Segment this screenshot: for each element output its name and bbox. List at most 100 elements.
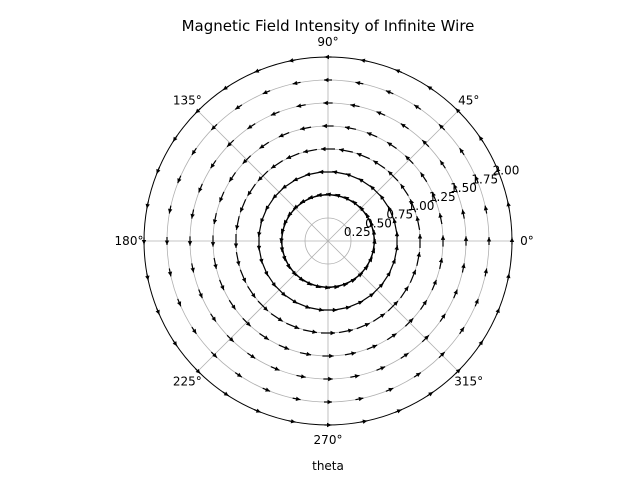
field-arrow	[486, 237, 492, 245]
radial-tick-label: 2.00	[493, 164, 520, 178]
field-arrow	[360, 58, 368, 63]
field-arrow	[278, 132, 290, 138]
field-arrow	[288, 58, 296, 63]
field-arrow	[257, 218, 263, 237]
field-arrow	[242, 155, 252, 165]
field-arrow	[259, 141, 270, 149]
field-arrow	[400, 352, 409, 359]
field-arrow	[332, 170, 351, 176]
field-arrow	[431, 191, 437, 203]
field-arrow	[350, 103, 360, 108]
field-arrow	[286, 322, 300, 330]
field-arrow	[286, 152, 300, 160]
field-arrow	[321, 146, 335, 152]
field-arrow	[455, 107, 462, 114]
field-arrow	[426, 85, 434, 91]
field-arrow	[155, 307, 160, 315]
field-arrow	[324, 399, 332, 405]
field-arrow	[299, 126, 312, 131]
field-arrow	[360, 419, 368, 424]
field-arrow	[257, 170, 269, 182]
field-arrow	[483, 268, 488, 277]
field-arrow	[421, 334, 430, 343]
field-arrow	[344, 351, 357, 356]
field-arrow	[296, 374, 306, 379]
theta-tick-label: 135°	[173, 93, 202, 107]
theta-tick-label: 270°	[314, 433, 343, 447]
field-arrow	[303, 148, 318, 154]
field-arrow	[210, 313, 217, 322]
field-arrow	[270, 111, 280, 116]
field-arrow	[370, 239, 377, 261]
field-arrow	[168, 205, 173, 214]
field-arrow	[385, 387, 394, 392]
field-arrow	[259, 333, 270, 341]
field-arrow	[324, 422, 332, 428]
radial-tick-label: 0.25	[344, 225, 371, 239]
field-arrow	[323, 100, 333, 106]
field-arrow	[409, 269, 417, 283]
field-arrow	[400, 123, 409, 130]
field-arrow	[413, 104, 422, 110]
field-arrow	[496, 167, 501, 175]
field-arrow	[288, 419, 296, 424]
field-arrow	[210, 351, 218, 359]
field-arrow	[459, 147, 465, 156]
field-arrow	[191, 147, 197, 156]
field-arrow	[506, 201, 511, 209]
field-arrow	[233, 234, 239, 248]
field-arrow	[270, 366, 280, 371]
field-arrow	[247, 123, 256, 130]
field-arrow	[226, 139, 235, 148]
field-arrow	[292, 80, 301, 86]
field-arrow	[344, 125, 357, 131]
field-arrow	[247, 183, 256, 197]
field-arrow	[167, 268, 173, 277]
field-arrow	[254, 68, 262, 73]
field-arrow	[324, 77, 332, 83]
field-arrow	[226, 334, 235, 343]
field-arrow	[413, 372, 422, 378]
field-arrow	[376, 111, 386, 116]
field-arrow	[386, 333, 397, 341]
field-arrow	[234, 372, 243, 378]
field-arrow	[420, 172, 428, 183]
field-arrow	[439, 160, 446, 169]
field-arrow	[338, 328, 353, 334]
field-arrow	[194, 368, 201, 375]
field-arrow	[324, 54, 332, 60]
field-arrow	[404, 155, 414, 165]
field-arrow	[254, 408, 262, 413]
field-arrow	[400, 183, 409, 197]
field-arrow	[262, 387, 271, 392]
field-arrow	[394, 409, 402, 414]
field-arrow	[459, 326, 465, 335]
field-arrow	[386, 141, 397, 149]
field-arrow	[404, 317, 414, 327]
field-arrow	[194, 107, 201, 114]
field-arrow	[322, 353, 334, 359]
tick-label-layer: 0° 45° 90° 135° 180° 225° 270° 315° 0.250.500.75…	[115, 35, 534, 447]
field-arrow	[478, 135, 484, 143]
radial-tick-label: 0.50	[365, 216, 392, 230]
field-arrow	[461, 263, 466, 273]
field-arrow	[426, 391, 434, 397]
field-arrow	[366, 132, 378, 138]
field-arrow	[474, 298, 479, 307]
radial-tick-label: 1.00	[408, 199, 435, 213]
field-arrow	[323, 376, 333, 382]
field-arrow	[356, 322, 370, 330]
field-arrow	[219, 279, 225, 291]
field-arrow	[483, 205, 489, 214]
field-arrow	[219, 191, 225, 203]
field-arrow	[438, 257, 444, 270]
field-arrow	[387, 300, 399, 312]
field-arrow	[228, 299, 236, 310]
field-arrow	[455, 368, 462, 375]
field-arrow	[212, 212, 218, 225]
field-arrow	[453, 289, 458, 299]
field-arrow	[198, 183, 203, 193]
arrow-layer	[141, 54, 515, 428]
field-arrow	[242, 317, 252, 327]
